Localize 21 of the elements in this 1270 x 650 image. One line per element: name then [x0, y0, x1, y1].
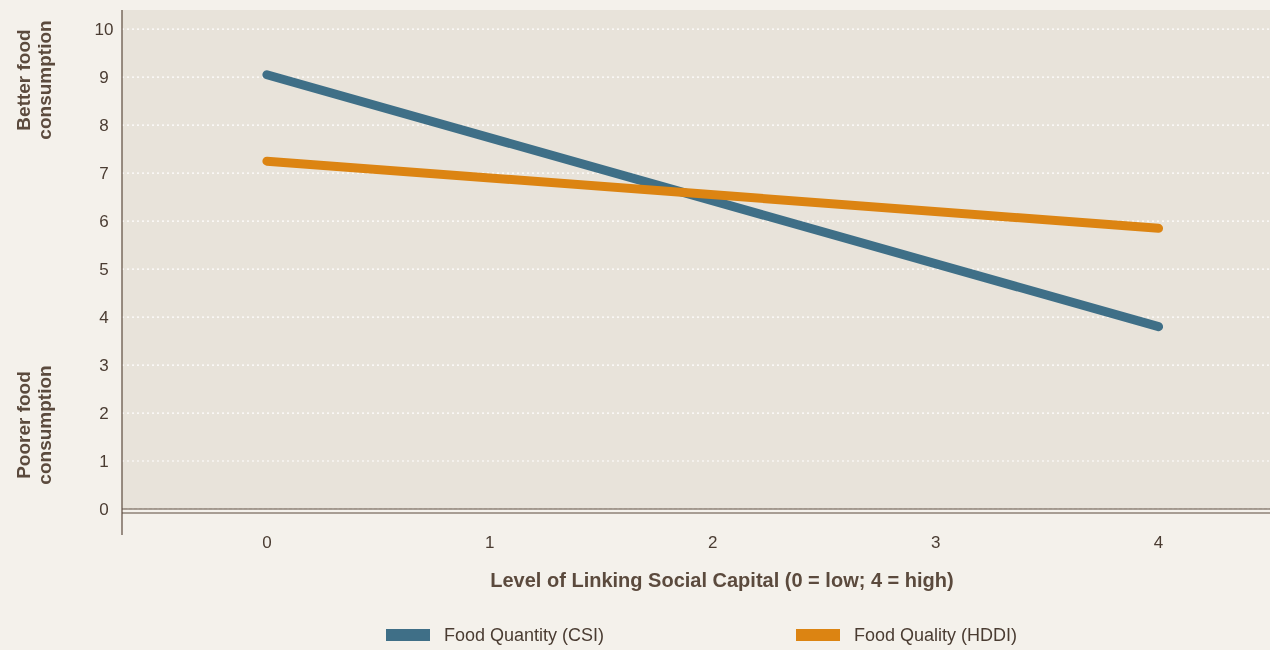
x-tick-label: 4 — [1153, 533, 1164, 552]
y-tick-label: 8 — [99, 116, 109, 136]
legend-label: Food Quality (HDDI) — [854, 625, 1018, 645]
y-tick-label: 3 — [99, 356, 109, 376]
y-tick-label: 2 — [99, 403, 109, 423]
y-tick-label: 9 — [99, 68, 109, 88]
y-tick-label: 5 — [99, 260, 109, 280]
x-tick-label: 3 — [930, 533, 941, 552]
text: Poorer food consumption — [13, 365, 55, 485]
y-tick-label: 6 — [99, 212, 109, 232]
y-tick-label: 1 — [99, 451, 109, 471]
x-tick-label: 1 — [485, 533, 495, 552]
y-tick-label: 10 — [94, 20, 114, 40]
y-tick-label: 0 — [99, 499, 109, 519]
y-tick-label: 4 — [99, 308, 109, 328]
x-axis-title: Level of Linking Social Capital (0 = low; 4 = high) — [490, 569, 954, 591]
text: Better food consumption — [13, 20, 55, 140]
x-tick-label: 2 — [707, 533, 718, 552]
x-tick-label: 0 — [262, 533, 272, 552]
legend-label: Food Quantity (CSI) — [444, 625, 605, 645]
y-tick-label: 7 — [99, 164, 109, 184]
